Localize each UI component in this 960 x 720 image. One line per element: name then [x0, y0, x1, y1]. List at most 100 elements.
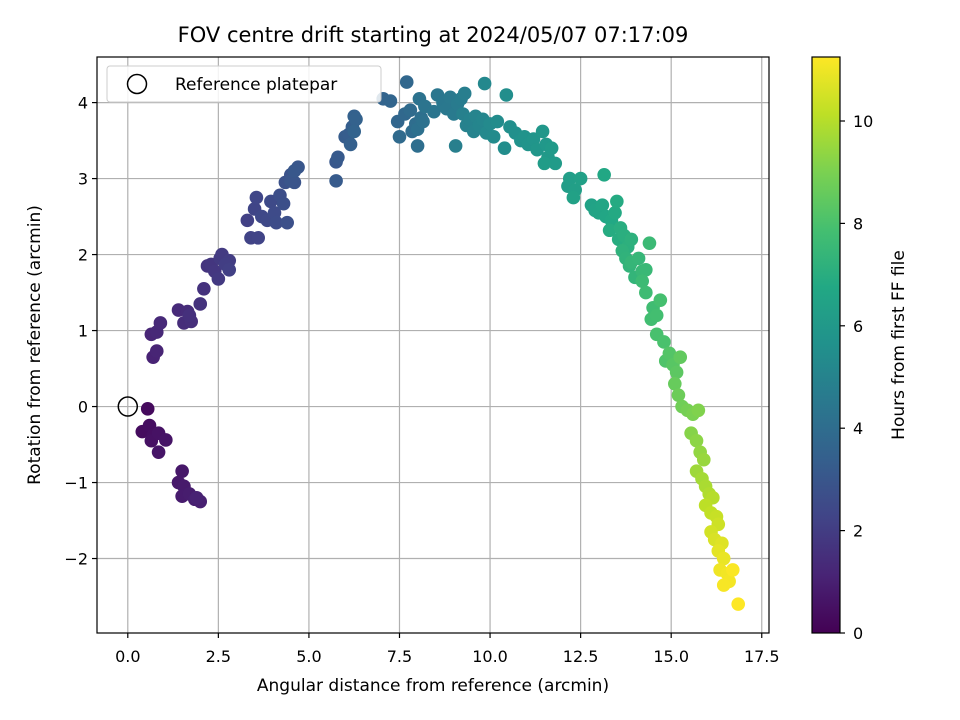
data-point — [427, 104, 441, 119]
data-point — [151, 445, 166, 459]
data-point — [669, 365, 684, 380]
data-point — [457, 86, 472, 101]
data-point — [562, 171, 577, 186]
data-point — [287, 164, 302, 178]
data-point — [668, 376, 682, 391]
data-point — [610, 194, 624, 209]
data-point — [716, 578, 731, 592]
colorbar-tick-label: 0 — [853, 624, 863, 643]
data-point — [149, 344, 164, 358]
colorbar-tick-label: 4 — [853, 419, 863, 438]
data-point — [649, 308, 664, 323]
y-tick-label: 0 — [78, 398, 88, 417]
data-point — [535, 124, 550, 139]
data-point — [608, 205, 622, 220]
plot-frame — [96, 56, 770, 634]
data-point — [448, 139, 463, 153]
data-point — [331, 150, 345, 165]
x-tick-label: 2.5 — [206, 647, 231, 666]
y-axis-label: Rotation from reference (arcmin) — [25, 205, 45, 485]
chart-title: FOV centre drift starting at 2024/05/07 … — [178, 23, 689, 47]
reference-platepar-marker — [117, 396, 139, 417]
legend-box — [106, 65, 382, 103]
data-point — [276, 196, 291, 211]
data-point — [499, 88, 514, 102]
data-point — [653, 293, 668, 307]
x-axis-ticks: 0.0 2.5 5.0 7.5 10.0 12.5 15.0 17.5 — [115, 633, 780, 666]
data-point — [595, 198, 610, 212]
data-point — [639, 285, 653, 300]
y-axis-ticks: −2 −1 0 1 2 3 4 — [64, 94, 97, 569]
grid-lines — [97, 57, 769, 633]
data-point — [392, 129, 407, 144]
data-point — [631, 251, 646, 266]
data-point — [240, 213, 255, 228]
data-point — [673, 350, 688, 364]
legend-marker — [126, 73, 148, 95]
data-point — [189, 490, 204, 505]
data-point — [222, 262, 237, 277]
legend: Reference platepar — [106, 65, 382, 103]
data-point — [691, 403, 706, 418]
data-point — [624, 232, 639, 247]
data-point — [537, 156, 552, 171]
colorbar-tick-label: 8 — [853, 214, 863, 233]
colorbar-tick-label: 10 — [853, 112, 873, 131]
data-point — [566, 190, 581, 205]
data-point — [153, 316, 168, 330]
data-point — [477, 76, 492, 91]
data-point — [197, 281, 211, 296]
data-point — [490, 114, 505, 129]
data-point — [140, 402, 155, 416]
data-point — [193, 297, 208, 311]
y-tick-label: 2 — [78, 246, 88, 265]
data-point — [716, 551, 731, 566]
data-point — [410, 139, 425, 153]
data-point — [249, 190, 264, 205]
y-tick-label: 1 — [78, 322, 88, 341]
data-point — [416, 114, 430, 129]
data-point — [486, 129, 501, 144]
data-point — [725, 563, 740, 577]
data-point — [696, 452, 711, 467]
x-tick-label: 15.0 — [653, 647, 689, 666]
data-point — [403, 103, 418, 117]
data-point — [280, 215, 294, 230]
colorbar-tick-label: 6 — [853, 317, 863, 336]
data-point — [544, 141, 559, 155]
data-point — [662, 346, 677, 361]
data-point — [573, 171, 588, 186]
legend-label: Reference platepar — [175, 75, 337, 95]
data-point — [497, 141, 512, 155]
data-point — [399, 75, 414, 89]
data-point — [383, 94, 398, 108]
data-point — [343, 137, 358, 152]
data-point — [597, 167, 611, 182]
data-point — [175, 464, 189, 478]
data-point — [211, 272, 226, 286]
y-tick-label: −2 — [64, 550, 88, 569]
x-tick-label: 10.0 — [472, 647, 508, 666]
data-point — [642, 236, 657, 250]
colorbar-gradient — [811, 56, 841, 634]
x-axis-label: Angular distance from reference (arcmin) — [257, 676, 609, 696]
data-point — [329, 174, 343, 188]
data-point — [671, 388, 686, 402]
data-point — [639, 262, 653, 277]
data-point — [548, 156, 563, 171]
y-tick-label: 3 — [78, 170, 88, 189]
colorbar-tick-label: 2 — [853, 522, 863, 541]
data-point — [526, 132, 541, 146]
x-tick-label: 17.5 — [744, 647, 780, 666]
data-point — [689, 433, 704, 448]
data-point — [347, 124, 362, 139]
data-point — [269, 215, 284, 230]
data-point — [731, 597, 746, 611]
colorbar: 0 2 4 6 8 10 Hours from first FF file — [811, 56, 909, 643]
data-point — [657, 335, 671, 349]
y-tick-label: 4 — [78, 94, 88, 113]
data-point — [182, 308, 197, 323]
colorbar-label: Hours from first FF file — [889, 250, 909, 440]
data-point — [349, 112, 363, 127]
